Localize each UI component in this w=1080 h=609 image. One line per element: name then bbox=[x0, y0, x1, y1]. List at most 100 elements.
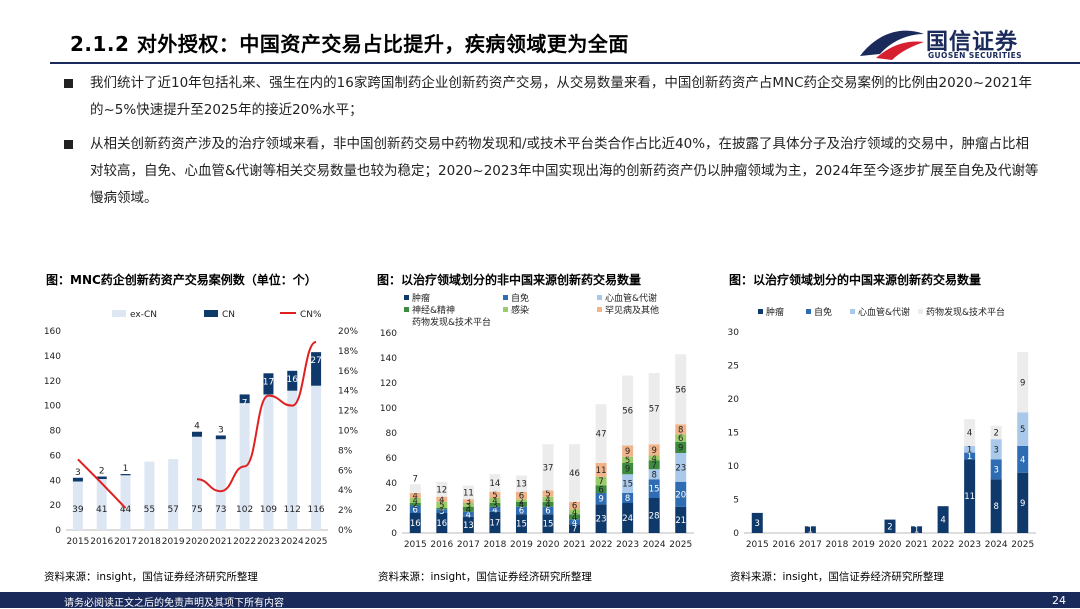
chart2-x-tick-label: 2022 bbox=[590, 540, 613, 550]
logo-subtext: GUOSEN SECURITIES bbox=[928, 51, 1022, 60]
y2-tick-label: 2% bbox=[338, 506, 353, 516]
chart2-bar-segment bbox=[569, 509, 581, 515]
y-tick-label: 0 bbox=[55, 526, 61, 536]
chart3-legend-label: 药物发现&技术平台 bbox=[926, 306, 1005, 318]
chart2-bar-segment-label: 9 bbox=[625, 447, 630, 457]
bar-excn bbox=[215, 439, 226, 530]
chart3-bar-segment bbox=[751, 512, 763, 533]
chart2-bar-segment-label: 15 bbox=[649, 485, 660, 495]
chart2-bar-segment bbox=[675, 441, 687, 453]
chart2-bar-segment bbox=[622, 493, 634, 503]
chart3-x-tick-label: 2024 bbox=[985, 540, 1008, 550]
chart2-bar-segment-label: 28 bbox=[649, 512, 660, 522]
chart2-bar-segment-label: 7 bbox=[651, 461, 656, 471]
chart2-bar-segment bbox=[595, 463, 607, 477]
bar-excn-label: 55 bbox=[144, 505, 155, 515]
x-tick-label: 2018 bbox=[138, 537, 161, 547]
bar-excn bbox=[168, 459, 179, 530]
chart2-bar-segment bbox=[622, 463, 634, 475]
chart2-bar-segment-label: 5 bbox=[439, 501, 444, 511]
bar-excn-label: 44 bbox=[120, 505, 132, 515]
chart2-bar-segment-label: 13 bbox=[463, 521, 474, 531]
chart2-bar-segment bbox=[409, 484, 421, 493]
chart2-bar-segment bbox=[675, 481, 687, 507]
chart2-x-tick-label: 2016 bbox=[430, 540, 453, 550]
chart2-y-tick-label: 40 bbox=[386, 479, 398, 489]
chart2-bar-segment bbox=[542, 496, 554, 502]
y2-tick-label: 8% bbox=[338, 446, 353, 456]
bullet-square-icon bbox=[64, 140, 73, 149]
chart3-x-tick-label: 2017 bbox=[799, 540, 822, 550]
chart3-bar-segment-label: 3 bbox=[993, 445, 998, 455]
chart2-bar-segment-label: 37 bbox=[543, 463, 554, 473]
page-title: 2.1.2 对外授权：中国资产交易占比提升，疾病领域更为全面 bbox=[70, 32, 629, 56]
y2-tick-label: 4% bbox=[338, 486, 353, 496]
chart2-bar-segment bbox=[489, 474, 501, 492]
chart2-bar-segment bbox=[515, 506, 527, 515]
bullet-item-2: 从相关创新药资产涉及的治疗领域来看，非中国创新药交易中药物发现和/或技术平台类合… bbox=[64, 131, 1044, 215]
chart2-bar-segment-label: 4 bbox=[439, 495, 444, 505]
chart2-bar-segment-label: 11 bbox=[463, 488, 474, 498]
chart2-bar-segment bbox=[595, 493, 607, 505]
x-tick-label: 2019 bbox=[162, 537, 185, 547]
chart2-bar-segment bbox=[409, 513, 421, 533]
y2-tick-label: 10% bbox=[338, 427, 358, 437]
chart3-bar-segment-label: 3 bbox=[993, 465, 998, 475]
chart2-bar-segment bbox=[569, 519, 581, 525]
chart3-bar-segment bbox=[990, 459, 1002, 480]
chart2-bar-segment-label: 7 bbox=[413, 474, 418, 484]
chart3-bar-segment-label: 4 bbox=[1020, 455, 1025, 465]
chart2-x-tick-label: 2017 bbox=[457, 540, 480, 550]
chart3-bar-segment-label: 1 bbox=[914, 526, 919, 536]
bar-cn-label: 17 bbox=[263, 377, 274, 387]
chart-source-2: 资料来源：insight，国信证券经济研究所整理 bbox=[378, 571, 592, 583]
bar-excn-label: 109 bbox=[260, 505, 277, 515]
chart2-bar-segment bbox=[622, 456, 634, 463]
chart3-y-tick-label: 0 bbox=[733, 529, 739, 539]
chart2-bar-segment-label: 4 bbox=[413, 492, 418, 502]
chart3-y-tick-label: 20 bbox=[728, 395, 740, 405]
chart2-bar-segment-label: 47 bbox=[596, 430, 607, 440]
chart3-bar-segment-label: 2 bbox=[993, 429, 998, 439]
chart3-legend-swatch bbox=[850, 309, 855, 314]
footer-disclaimer: 请务必阅读正文之后的免责声明及其项下所有内容 bbox=[64, 598, 284, 609]
chart2-bar-segment-label: 9 bbox=[651, 446, 656, 456]
bar-cn-label: 27 bbox=[310, 356, 321, 366]
bar-excn bbox=[96, 479, 107, 530]
x-tick-label: 2021 bbox=[209, 537, 232, 547]
y2-tick-label: 0% bbox=[338, 526, 353, 536]
chart3-bar-segment bbox=[937, 506, 949, 533]
chart2-bar-segment bbox=[409, 493, 421, 498]
guosen-logo-icon bbox=[860, 30, 924, 60]
bar-excn-label: 102 bbox=[236, 505, 253, 515]
x-tick-label: 2025 bbox=[305, 537, 328, 547]
y2-tick-label: 6% bbox=[338, 466, 353, 476]
chart2-bar-segment-label: 14 bbox=[489, 479, 500, 489]
chart2-bar-segment bbox=[569, 444, 581, 502]
x-tick-label: 2020 bbox=[186, 537, 209, 547]
chart2-bar-segment-label: 5 bbox=[545, 490, 550, 500]
chart2-bar-segment bbox=[648, 373, 660, 445]
x-tick-label: 2015 bbox=[66, 537, 89, 547]
bar-excn bbox=[263, 394, 274, 530]
bar-excn-label: 75 bbox=[191, 505, 202, 515]
bar-excn bbox=[239, 403, 250, 530]
chart2-x-tick-label: 2018 bbox=[483, 540, 506, 550]
bar-cn-label: 4 bbox=[194, 422, 200, 432]
y2-tick-label: 18% bbox=[338, 347, 358, 357]
chart3-x-tick-label: 2016 bbox=[772, 540, 795, 550]
chart2-x-tick-label: 2020 bbox=[537, 540, 560, 550]
chart2-bar-segment bbox=[648, 498, 660, 533]
chart3-bar-segment bbox=[804, 526, 816, 533]
chart2-legend-label: 心血管&代谢 bbox=[605, 292, 657, 304]
chart2-bar-segment-label: 16 bbox=[436, 519, 447, 529]
chart2-legend-label: 感染 bbox=[511, 304, 529, 316]
chart3-bar-segment-label: 8 bbox=[993, 502, 998, 512]
chart3-legend-swatch bbox=[806, 309, 811, 314]
chart2-bar-segment bbox=[595, 485, 607, 493]
chart2-bar-segment bbox=[675, 424, 687, 435]
chart2-legend-label: 神经&精神 bbox=[412, 304, 455, 316]
chart3-bar-segment bbox=[884, 519, 896, 533]
bar-cn bbox=[263, 373, 274, 395]
chart3-x-tick-label: 2022 bbox=[932, 540, 955, 550]
